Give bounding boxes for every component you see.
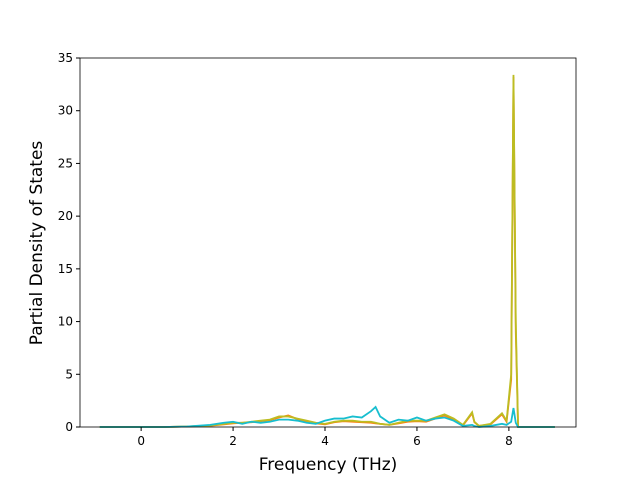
x-axis-label: Frequency (THz) xyxy=(259,455,398,475)
x-tick-label: 8 xyxy=(505,434,513,448)
y-tick-label: 5 xyxy=(65,367,73,381)
x-tick-label: 2 xyxy=(229,434,237,448)
y-axis-label: Partial Density of States xyxy=(27,141,47,346)
y-tick-label: 10 xyxy=(58,315,73,329)
series-line xyxy=(99,405,555,428)
y-tick-label: 0 xyxy=(65,420,73,434)
x-tick-label: 6 xyxy=(413,434,421,448)
y-tick-label: 35 xyxy=(58,51,73,65)
y-tick-label: 15 xyxy=(58,262,73,276)
x-tick-label: 4 xyxy=(321,434,329,448)
series-line xyxy=(99,74,555,428)
plot-frame xyxy=(79,57,577,428)
y-tick-label: 25 xyxy=(58,156,73,170)
x-tick-label: 0 xyxy=(137,434,145,448)
y-tick-label: 30 xyxy=(58,104,73,118)
series-line xyxy=(99,76,555,428)
y-tick-label: 20 xyxy=(58,209,73,223)
